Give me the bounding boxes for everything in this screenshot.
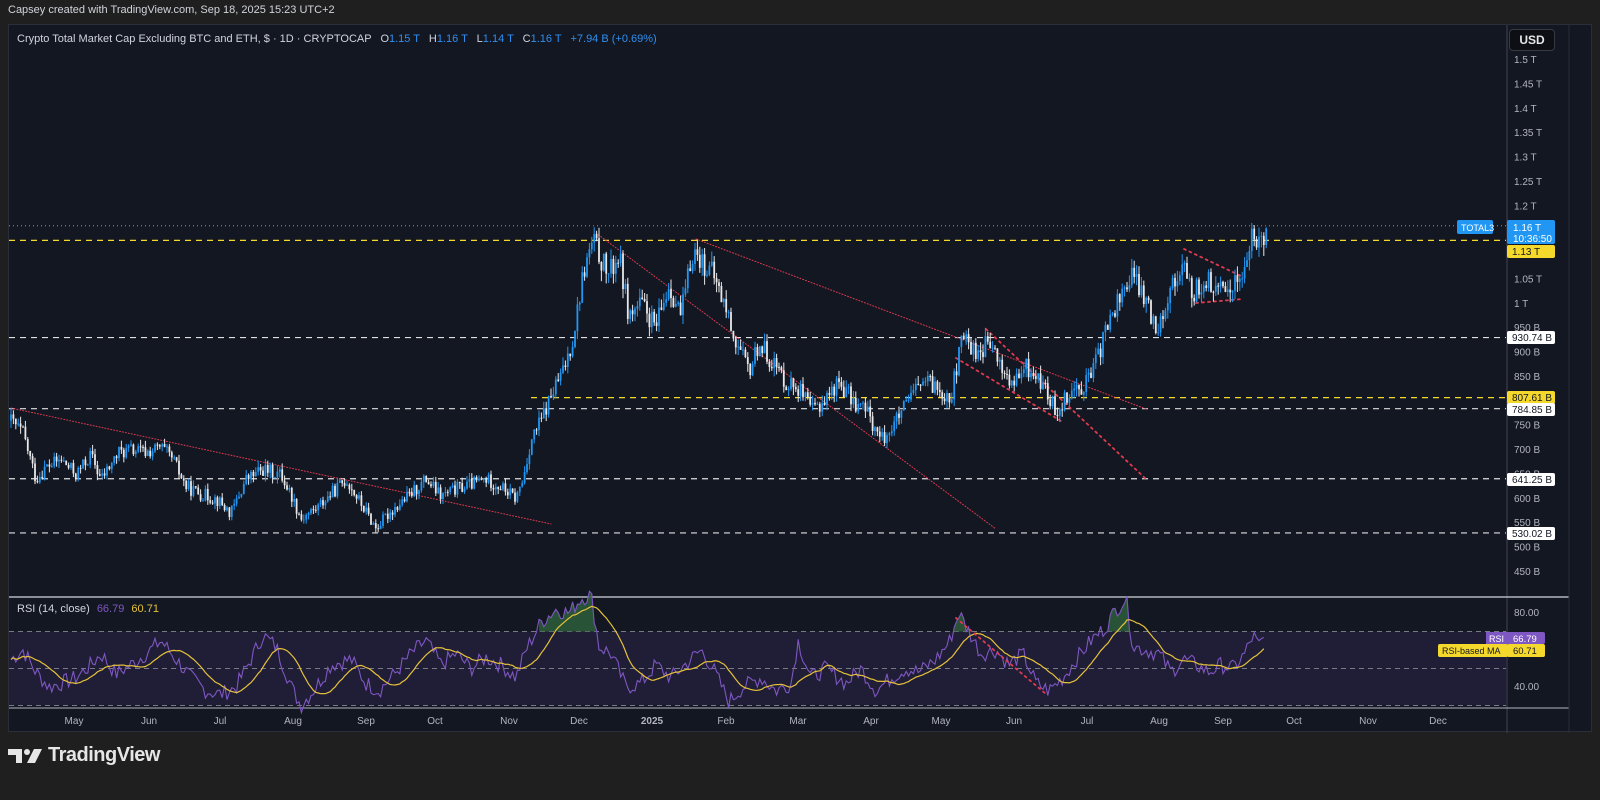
trend-line[interactable] [595, 232, 997, 530]
symbol-legend: Crypto Total Market Cap Excluding BTC an… [17, 33, 657, 45]
svg-text:1.4 T: 1.4 T [1514, 104, 1537, 115]
open-label: O [380, 33, 389, 45]
svg-text:Jun: Jun [1006, 716, 1022, 727]
svg-text:May: May [932, 716, 951, 727]
svg-text:Sep: Sep [357, 716, 375, 727]
svg-text:60.71: 60.71 [1513, 646, 1537, 657]
tradingview-logo: TradingView [8, 744, 160, 767]
svg-text:Aug: Aug [284, 716, 302, 727]
rsi-ma-value: 60.71 [131, 603, 159, 615]
svg-text:1.5 T: 1.5 T [1514, 55, 1537, 66]
svg-text:Apr: Apr [863, 716, 879, 727]
svg-text:May: May [65, 716, 84, 727]
svg-text:Oct: Oct [1286, 716, 1302, 727]
open-value: 1.15 T [389, 33, 420, 45]
svg-text:2025: 2025 [641, 716, 664, 727]
close-value: 1.16 T [530, 33, 562, 45]
svg-text:Mar: Mar [789, 716, 807, 727]
caption: Capsey created with TradingView.com, Sep… [8, 4, 335, 16]
svg-text:1.05 T: 1.05 T [1514, 274, 1542, 285]
svg-text:40.00: 40.00 [1514, 682, 1539, 693]
svg-text:Dec: Dec [1429, 716, 1447, 727]
trend-line[interactable] [985, 328, 1147, 480]
close-label: C [522, 33, 531, 45]
svg-text:750 B: 750 B [1514, 421, 1540, 432]
svg-text:900 B: 900 B [1514, 348, 1540, 359]
svg-text:1 T: 1 T [1514, 299, 1528, 310]
svg-text:700 B: 700 B [1514, 445, 1540, 456]
svg-text:641.25 B: 641.25 B [1512, 475, 1552, 486]
svg-text:Jun: Jun [141, 716, 157, 727]
low-value: 1.14 T [482, 33, 514, 45]
rsi-ma-line [10, 605, 1265, 695]
svg-text:550 B: 550 B [1514, 518, 1540, 529]
svg-text:807.61 B: 807.61 B [1512, 393, 1552, 404]
svg-text:1.35 T: 1.35 T [1514, 128, 1542, 139]
svg-text:Nov: Nov [1359, 716, 1377, 727]
svg-text:Feb: Feb [717, 716, 735, 727]
svg-text:Sep: Sep [1214, 716, 1232, 727]
change-value: +7.94 B (+0.69%) [570, 33, 657, 45]
svg-text:Jul: Jul [214, 716, 227, 727]
svg-text:TOTAL3: TOTAL3 [1461, 223, 1494, 233]
high-label: H [428, 33, 437, 45]
price-tags: TOTAL3 1.16 T10:36:50 1.13 T 930.74 B 807.61… [1457, 220, 1555, 540]
time-axis[interactable]: May Jun Jul Aug Sep Oct Nov Dec 2025 Feb Mar Apr May… [65, 716, 1447, 727]
svg-text:950 B: 950 B [1514, 323, 1540, 334]
svg-text:Oct: Oct [427, 716, 443, 727]
svg-text:530.02 B: 530.02 B [1512, 529, 1552, 540]
svg-text:1.45 T: 1.45 T [1514, 79, 1542, 90]
high-value: 1.16 T [436, 33, 468, 45]
currency-button[interactable]: USD [1509, 29, 1555, 51]
trend-line[interactable] [695, 238, 1147, 410]
svg-text:Aug: Aug [1150, 716, 1168, 727]
rsi-value: 66.79 [96, 603, 125, 615]
svg-text:784.85 B: 784.85 B [1512, 405, 1552, 416]
price-axis[interactable]: 1.5 T 1.45 T 1.4 T 1.35 T 1.3 T 1.25 T 1.2 T 1.… [1514, 55, 1542, 578]
brand-name: TradingView [48, 744, 160, 766]
svg-text:RSI: RSI [1489, 634, 1504, 644]
svg-text:RSI-based MA: RSI-based MA [1442, 646, 1501, 656]
svg-text:450 B: 450 B [1514, 567, 1540, 578]
svg-text:1.13 T: 1.13 T [1512, 247, 1540, 258]
candles [10, 222, 1268, 533]
svg-text:10:36:50: 10:36:50 [1513, 234, 1552, 245]
svg-text:1.3 T: 1.3 T [1514, 153, 1537, 164]
svg-text:1.2 T: 1.2 T [1514, 201, 1537, 212]
svg-text:66.79: 66.79 [1513, 634, 1537, 645]
svg-text:600 B: 600 B [1514, 494, 1540, 505]
symbol-title: Crypto Total Market Cap Excluding BTC an… [17, 33, 372, 45]
svg-text:Dec: Dec [570, 716, 588, 727]
rsi-title: RSI (14, close) [17, 603, 90, 615]
rsi-line [10, 590, 1265, 715]
svg-text:1.25 T: 1.25 T [1514, 177, 1542, 188]
svg-text:850 B: 850 B [1514, 372, 1540, 383]
trend-line[interactable] [1195, 298, 1244, 304]
svg-text:500 B: 500 B [1514, 543, 1540, 554]
chart-frame[interactable]: 1.5 T 1.45 T 1.4 T 1.35 T 1.3 T 1.25 T 1.2 T 1.… [8, 24, 1593, 733]
rsi-legend: RSI (14, close) 66.79 60.71 [17, 603, 159, 615]
price-chart[interactable]: 1.5 T 1.45 T 1.4 T 1.35 T 1.3 T 1.25 T 1.2 T 1.… [9, 25, 1593, 733]
svg-text:80.00: 80.00 [1514, 608, 1539, 619]
trend-line[interactable] [1183, 248, 1242, 277]
svg-text:930.74 B: 930.74 B [1512, 333, 1552, 344]
trend-line[interactable] [10, 407, 552, 525]
trend-line[interactable] [955, 357, 1062, 422]
svg-text:Jul: Jul [1081, 716, 1094, 727]
svg-text:Nov: Nov [500, 716, 518, 727]
tradingview-logo-icon [8, 748, 42, 763]
low-label: L [476, 33, 483, 45]
svg-text:1.16 T: 1.16 T [1513, 223, 1541, 234]
